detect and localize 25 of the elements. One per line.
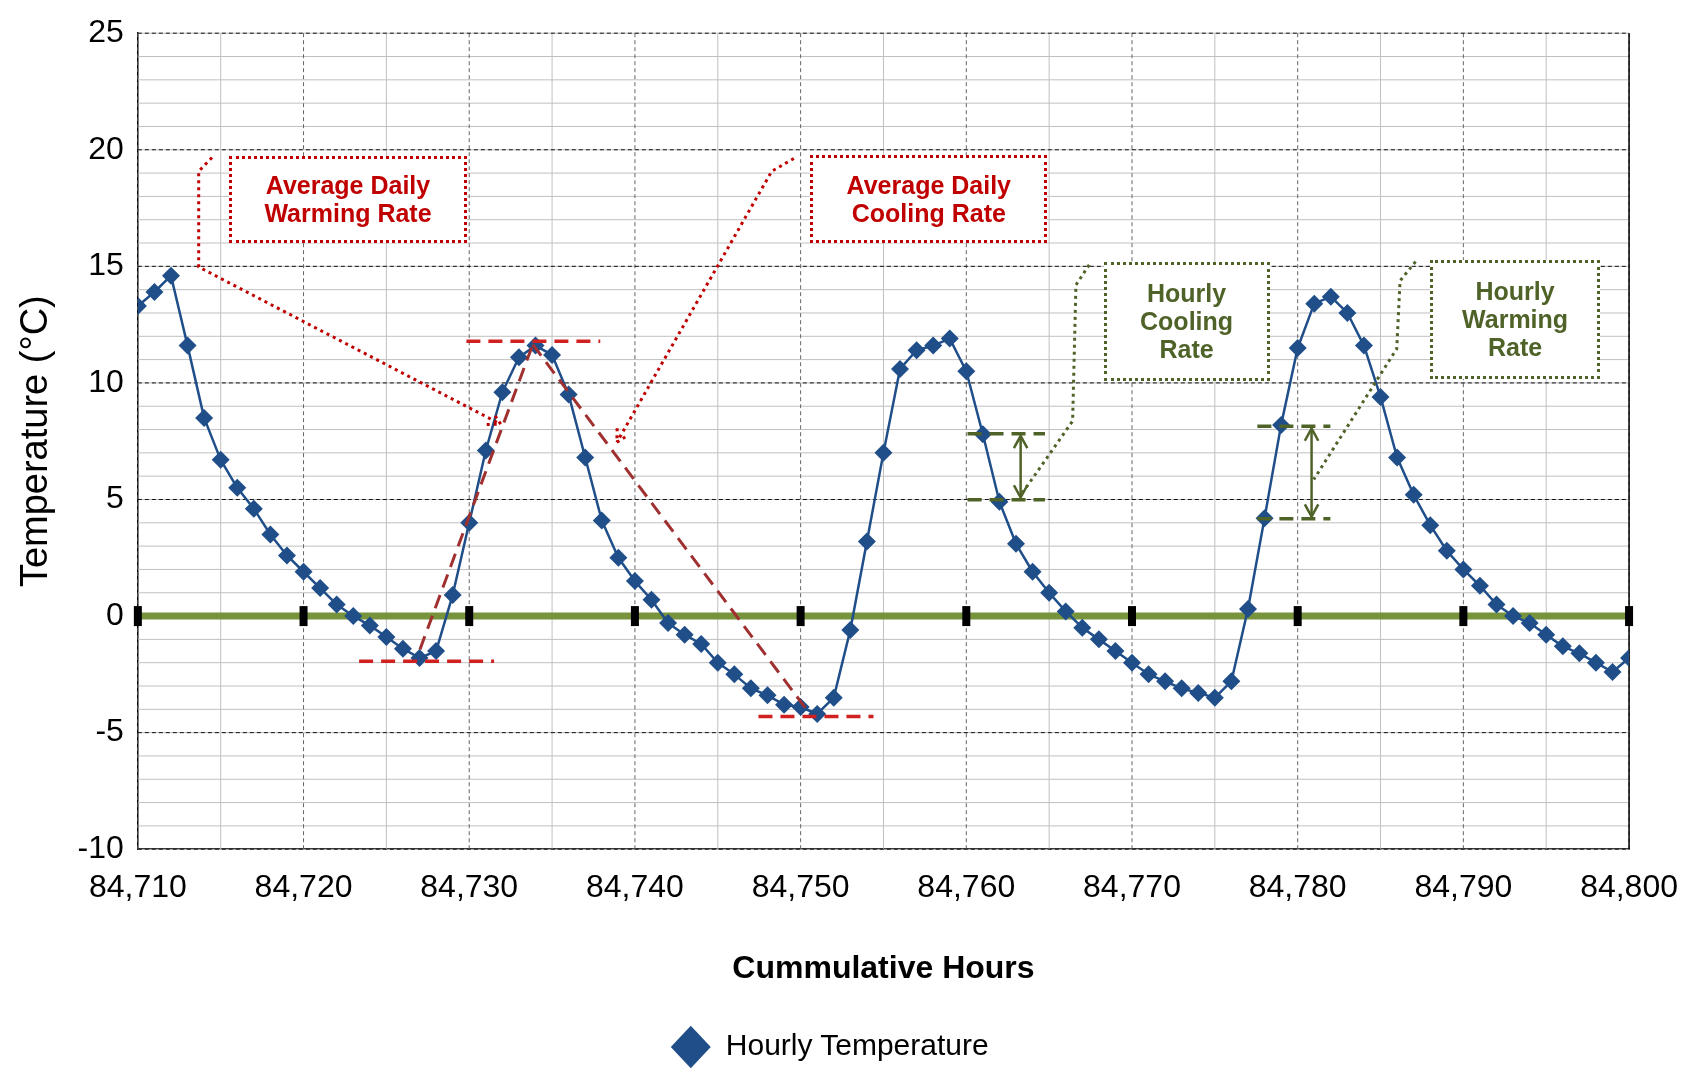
legend-label: Hourly Temperature: [725, 1028, 989, 1062]
x-tick-label: 84,710: [88, 868, 187, 905]
x-tick-label: 84,740: [585, 868, 684, 905]
x-tick-label: 84,750: [751, 868, 850, 905]
annotation: Average Daily Warming Rate: [228, 156, 468, 243]
y-tick-label: 0: [106, 595, 124, 632]
y-tick-label: 15: [88, 246, 124, 283]
y-axis-title: Temperature (°C): [13, 295, 56, 588]
y-tick-label: 25: [88, 13, 124, 50]
x-tick-label: 84,720: [254, 868, 353, 905]
y-tick-label: 5: [106, 479, 124, 516]
x-tick-label: 84,800: [1580, 868, 1678, 905]
y-tick-label: 20: [88, 129, 124, 166]
y-tick-label: -10: [77, 829, 124, 866]
x-tick-label: 84,780: [1248, 868, 1347, 905]
x-tick-label: 84,770: [1083, 868, 1181, 905]
annotation: Hourly Warming Rate: [1429, 259, 1601, 379]
annotation: Hourly Cooling Rate: [1103, 261, 1270, 381]
y-tick-label: 10: [88, 362, 124, 399]
x-tick-label: 84,730: [420, 868, 519, 905]
annotation: Average Daily Cooling Rate: [810, 155, 1048, 243]
y-tick-label: -5: [95, 712, 124, 749]
x-tick-label: 84,790: [1414, 868, 1513, 905]
x-tick-label: 84,760: [917, 868, 1016, 905]
x-axis-title: Cummulative Hours: [732, 948, 1035, 985]
